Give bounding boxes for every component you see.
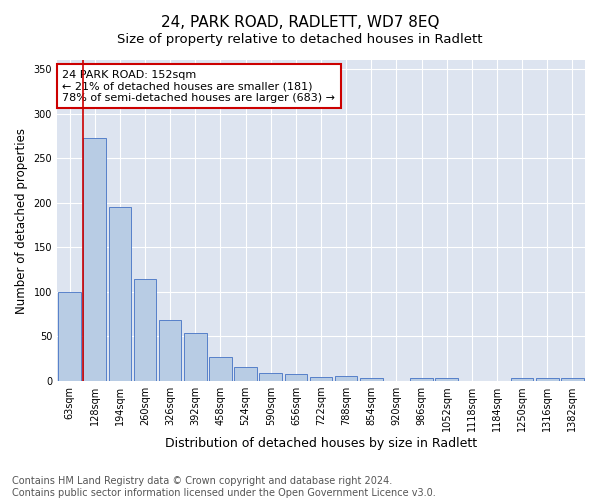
- Bar: [511, 378, 533, 381]
- Y-axis label: Number of detached properties: Number of detached properties: [15, 128, 28, 314]
- Bar: [159, 320, 181, 381]
- Bar: [184, 333, 206, 381]
- X-axis label: Distribution of detached houses by size in Radlett: Distribution of detached houses by size …: [165, 437, 477, 450]
- Bar: [335, 376, 358, 381]
- Bar: [284, 374, 307, 381]
- Bar: [561, 378, 584, 381]
- Text: Size of property relative to detached houses in Radlett: Size of property relative to detached ho…: [117, 32, 483, 46]
- Bar: [109, 207, 131, 381]
- Bar: [536, 378, 559, 381]
- Bar: [209, 357, 232, 381]
- Bar: [310, 376, 332, 381]
- Bar: [410, 378, 433, 381]
- Text: Contains HM Land Registry data © Crown copyright and database right 2024.
Contai: Contains HM Land Registry data © Crown c…: [12, 476, 436, 498]
- Text: 24, PARK ROAD, RADLETT, WD7 8EQ: 24, PARK ROAD, RADLETT, WD7 8EQ: [161, 15, 439, 30]
- Bar: [436, 378, 458, 381]
- Text: 24 PARK ROAD: 152sqm
← 21% of detached houses are smaller (181)
78% of semi-deta: 24 PARK ROAD: 152sqm ← 21% of detached h…: [62, 70, 335, 103]
- Bar: [58, 292, 81, 381]
- Bar: [83, 138, 106, 381]
- Bar: [360, 378, 383, 381]
- Bar: [134, 278, 157, 381]
- Bar: [259, 373, 282, 381]
- Bar: [234, 367, 257, 381]
